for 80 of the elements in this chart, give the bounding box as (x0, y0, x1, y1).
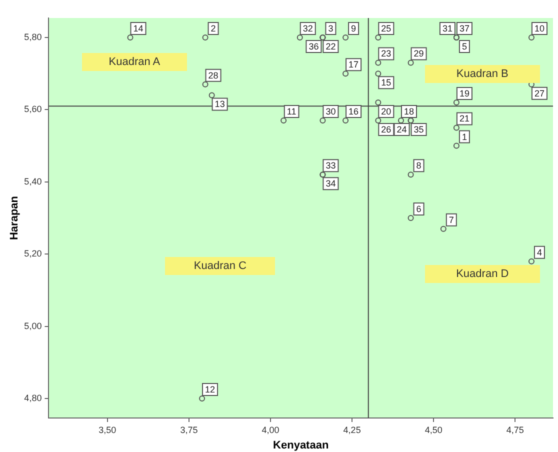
point (528, 34, 534, 40)
annotation: 1 (462, 132, 467, 142)
point (202, 81, 208, 88)
annotation: 37 (459, 23, 470, 34)
annotation: 30 (326, 106, 336, 117)
point (375, 118, 382, 124)
x-tick-label: 4,00 (262, 424, 280, 435)
y-tick-label: 4,80 (24, 392, 42, 403)
annotation: 28 (208, 70, 218, 80)
annotation: 19 (459, 88, 470, 98)
x-tick-label: 3,75 (180, 424, 198, 435)
annotation: 5 (462, 41, 467, 52)
annotation: 25 (381, 23, 392, 34)
y-tick-label: 5,40 (24, 176, 42, 186)
annotation: 8 (416, 160, 422, 171)
annotation: 14 (133, 23, 144, 34)
point (453, 99, 460, 106)
x-tick-label: 3,50 (98, 424, 116, 435)
point (375, 34, 382, 40)
annotation: 4 (536, 247, 542, 258)
x-tick-label: 4,25 (343, 424, 361, 435)
x-tick-label: 4,75 (506, 424, 524, 435)
label-box: Kuadran D (424, 265, 540, 283)
annotation: 17 (348, 60, 359, 70)
x-axis-title: Kenyataan (273, 439, 329, 452)
point (342, 118, 349, 124)
annotation: 27 (534, 88, 544, 98)
label-box: Kuadran B (424, 65, 540, 83)
annotation: 9 (351, 23, 356, 34)
annotation: 23 (381, 48, 392, 59)
annotation: 36 (308, 41, 319, 52)
annotation: 6 (416, 204, 422, 214)
point (375, 99, 382, 106)
label-box: Kuadran C (165, 257, 276, 275)
annotation: 22 (326, 41, 336, 52)
y-tick-label: 5,00 (24, 320, 42, 331)
point (199, 396, 206, 402)
annotation: 34 (326, 178, 336, 189)
y-tick-label: 5,20 (24, 248, 42, 259)
annotation: 3 (328, 23, 334, 34)
point (375, 60, 382, 66)
point (280, 118, 287, 124)
annotation: 32 (302, 23, 313, 34)
annotation: 15 (381, 78, 392, 88)
annotation: 2 (210, 23, 216, 34)
annotation: 16 (348, 106, 359, 117)
point (375, 70, 382, 77)
point (342, 34, 349, 40)
annotation: 7 (448, 214, 454, 225)
annotation: 29 (414, 48, 424, 59)
point (296, 34, 303, 40)
point (453, 142, 460, 149)
annotation: 10 (534, 23, 544, 34)
annotation: 11 (286, 106, 296, 117)
point (342, 70, 349, 77)
annotation: 24 (396, 124, 407, 135)
annotation: 13 (214, 99, 225, 110)
annotation: 18 (404, 106, 414, 117)
point (528, 258, 534, 264)
annotation: 12 (205, 384, 216, 394)
point (208, 92, 215, 98)
point (408, 60, 414, 66)
x-tick-label: 4,50 (424, 424, 442, 435)
annotation: 21 (459, 114, 470, 124)
label-box: Kuadran A (82, 53, 187, 71)
annotation: 26 (381, 124, 392, 135)
y-tick-label: 5,60 (24, 104, 42, 114)
annotation: 31 (442, 23, 452, 34)
y-axis-title: Harapan (8, 196, 21, 240)
point (320, 118, 326, 124)
point (440, 226, 446, 232)
point (408, 215, 414, 221)
annotation: 33 (326, 160, 336, 171)
point (408, 172, 414, 178)
annotation: 20 (381, 106, 392, 116)
point (453, 124, 460, 131)
y-tick-label: 5,80 (24, 32, 42, 42)
point (202, 34, 208, 40)
annotation: 35 (414, 124, 424, 135)
point (127, 34, 134, 40)
